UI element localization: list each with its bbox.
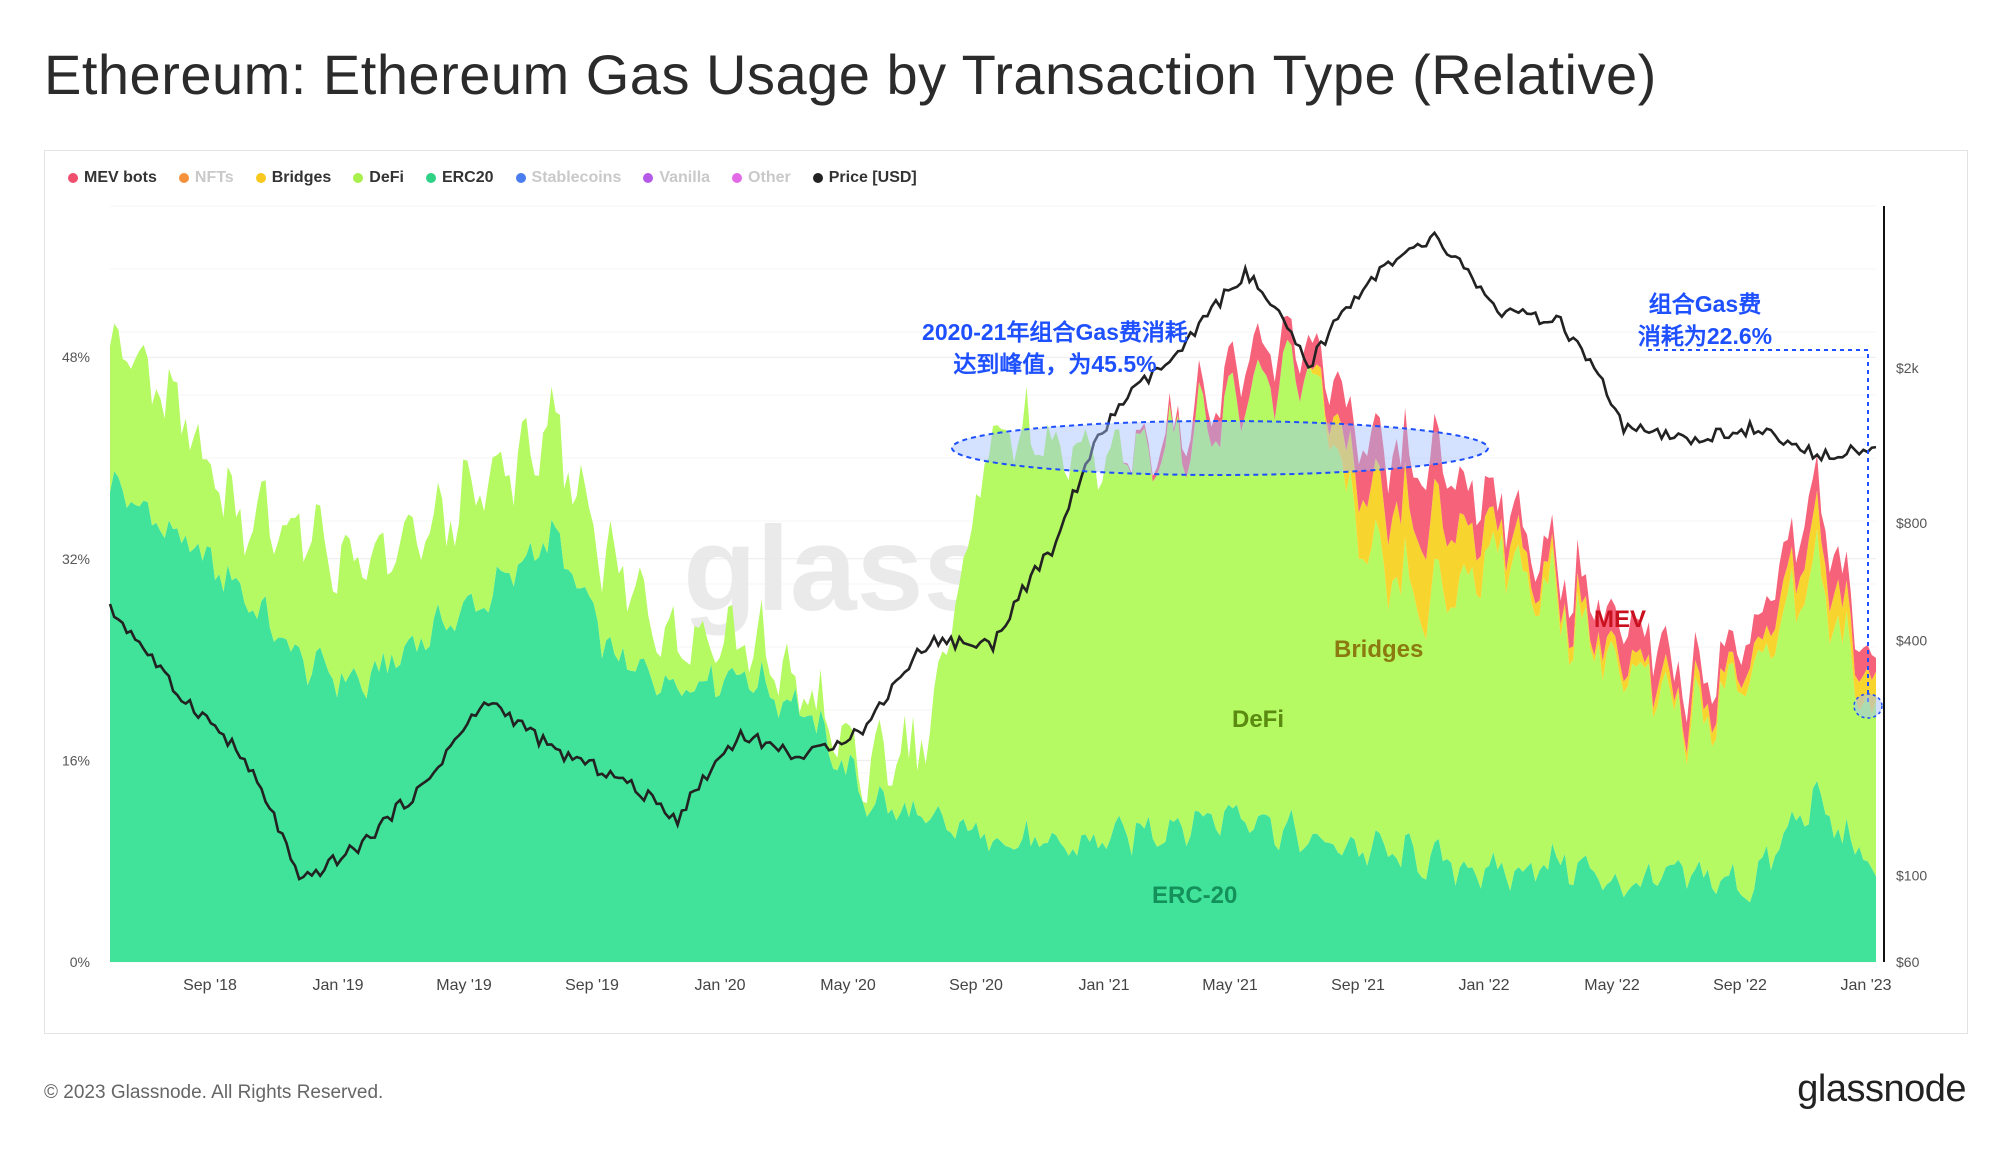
footer-copyright: © 2023 Glassnode. All Rights Reserved. [44,1082,384,1103]
annotation-current-line2: 消耗为22.6% [1637,323,1773,349]
legend-dot-stablecoins [515,173,526,183]
area-mev-bots [110,315,1876,804]
annotation-current-marker [1853,693,1883,719]
annotation-current: 组合Gas费 消耗为22.6% [1620,288,1790,352]
legend-label-defi: DeFi [369,169,404,186]
annotation-peak-line1: 2020-21年组合Gas费消耗 [922,319,1188,345]
legend-dot-bridges [255,173,266,183]
annotation-bracket [1648,349,1869,706]
legend-label-mev: MEV bots [84,169,157,186]
x-tick-3: Sep '19 [565,977,619,994]
page-title: Ethereum: Ethereum Gas Usage by Transact… [44,43,1657,106]
legend-item-other[interactable]: Other [732,169,791,187]
legend-item-stablecoins[interactable]: Stablecoins [515,169,622,187]
legend: MEV bots NFTs Bridges DeFi ERC20 Stablec… [68,166,917,190]
y-right-tick-3: $800 [1896,515,1927,531]
area-label-bridges: Bridges [1334,636,1424,663]
legend-item-bridges[interactable]: Bridges [255,169,332,187]
x-tick-10: Jan '22 [1458,977,1509,994]
x-tick-6: Sep '20 [949,977,1003,994]
x-tick-11: May '22 [1584,977,1640,994]
x-tick-13: Jan '23 [1840,977,1891,994]
y-right-tick-0: $60 [1896,954,1920,970]
legend-label-price: Price [USD] [828,169,917,186]
legend-item-nfts[interactable]: NFTs [178,169,234,187]
legend-label-nfts: NFTs [194,169,234,186]
legend-dot-nfts [178,173,189,183]
annotation-peak-line2: 达到峰值，为45.5% [953,351,1157,377]
x-tick-12: Sep '22 [1713,977,1767,994]
area-bridges [110,323,1876,804]
area-label-erc20: ERC-20 [1152,882,1238,909]
x-tick-4: Jan '20 [694,977,745,994]
x-tick-2: May '19 [436,977,492,994]
x-tick-1: Jan '19 [312,977,363,994]
annotation-current-line1: 组合Gas费 [1648,291,1762,317]
legend-label-erc20: ERC20 [441,169,494,186]
legend-dot-other [732,173,743,183]
area-label-mev: MEV [1594,606,1647,633]
y-left-tick-2: 32% [62,551,90,567]
legend-label-other: Other [748,169,791,186]
y-left-tick-1: 16% [62,752,90,768]
legend-item-vanilla[interactable]: Vanilla [643,169,710,187]
area-erc20 [110,471,1876,962]
legend-item-price[interactable]: Price [USD] [812,169,917,187]
legend-dot-erc20 [425,173,436,183]
x-tick-7: Jan '21 [1078,977,1129,994]
x-tick-8: May '21 [1202,977,1258,994]
legend-item-erc20[interactable]: ERC20 [425,169,494,187]
y-right-tick-1: $100 [1896,867,1927,883]
y-right-tick-2: $400 [1896,633,1927,649]
legend-dot-price [812,173,823,183]
price-line [108,230,1877,881]
legend-item-mev[interactable]: MEV bots [68,169,157,187]
x-tick-0: Sep '18 [183,977,237,994]
legend-label-bridges: Bridges [271,169,332,186]
legend-dot-vanilla [643,173,654,183]
area-label-defi: DeFi [1232,706,1285,733]
legend-dot-defi [353,173,364,183]
annotation-ellipse [951,420,1489,476]
x-tick-9: Sep '21 [1331,977,1385,994]
legend-label-stablecoins: Stablecoins [531,169,622,186]
footer-logo: glassnode [1797,1068,1966,1110]
legend-dot-mev [68,173,78,183]
area-defi [110,323,1876,903]
y-right-tick-4: $2k [1896,360,1920,376]
y-left-tick-0: 0% [70,954,90,970]
x-tick-5: May '20 [820,977,876,994]
legend-item-defi[interactable]: DeFi [353,169,404,187]
annotation-peak: 2020-21年组合Gas费消耗 达到峰值，为45.5% [880,316,1230,380]
y-left-tick-3: 48% [62,349,90,365]
legend-label-vanilla: Vanilla [659,169,711,186]
